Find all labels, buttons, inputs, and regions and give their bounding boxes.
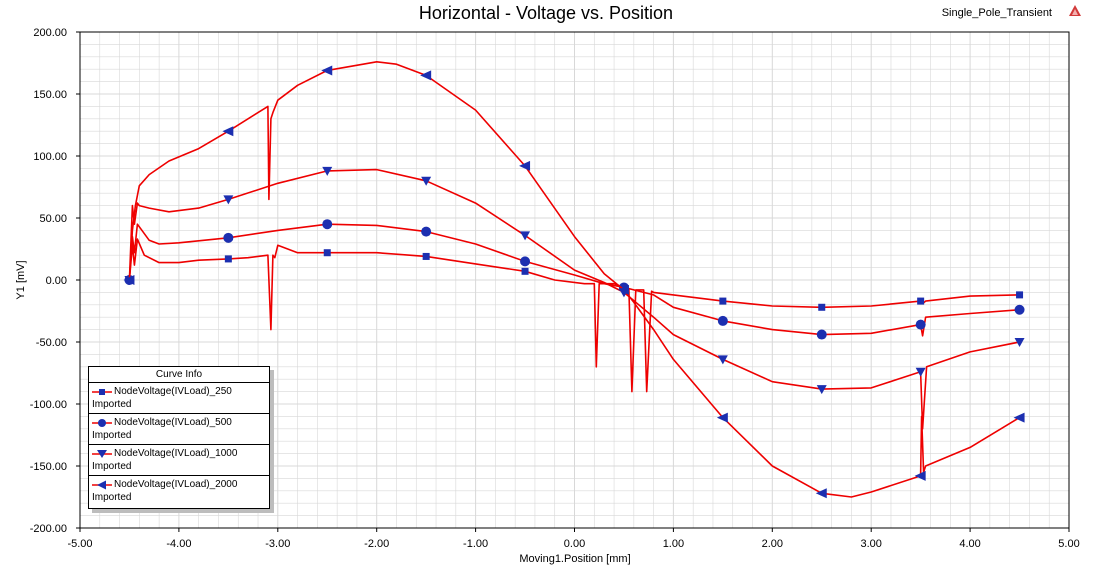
x-tick-label: -1.00 bbox=[463, 538, 488, 550]
x-tick-label: 1.00 bbox=[663, 538, 684, 550]
y-tick-label: -200.00 bbox=[30, 523, 67, 535]
data-point-triangle-left bbox=[815, 488, 827, 499]
legend-marker-triangle-down bbox=[92, 450, 112, 458]
y-axis-label: Y1 [mV] bbox=[15, 260, 27, 299]
legend-entry[interactable]: NodeVoltage(IVLoad)_2000 Imported bbox=[89, 476, 269, 506]
data-point-triangle-left bbox=[914, 470, 926, 481]
data-point-circle bbox=[717, 315, 728, 326]
y-tick-label: 50.00 bbox=[39, 213, 67, 225]
legend-entry-name: NodeVoltage(IVLoad)_1000 bbox=[114, 448, 238, 459]
y-tick-label: 0.00 bbox=[46, 275, 67, 287]
legend-entry-name: NodeVoltage(IVLoad)_500 bbox=[114, 417, 232, 428]
data-point-circle bbox=[915, 319, 926, 330]
y-tick-label: -100.00 bbox=[30, 399, 67, 411]
x-tick-label: -3.00 bbox=[265, 538, 290, 550]
data-point-triangle-left bbox=[222, 126, 234, 137]
x-axis-label: Moving1.Position [mm] bbox=[519, 553, 630, 565]
x-tick-label: 0.00 bbox=[564, 538, 585, 550]
legend-entry[interactable]: NodeVoltage(IVLoad)_1000 Imported bbox=[89, 445, 269, 476]
design-name-label: Single_Pole_Transient bbox=[942, 7, 1052, 19]
data-point-circle bbox=[520, 256, 531, 267]
data-point-square bbox=[323, 249, 331, 257]
x-tick-label: -2.00 bbox=[364, 538, 389, 550]
data-point-circle bbox=[816, 329, 827, 340]
x-tick-label: -4.00 bbox=[166, 538, 191, 550]
x-tick-label: 3.00 bbox=[860, 538, 881, 550]
series-line bbox=[128, 238, 1020, 393]
data-point-square bbox=[917, 297, 925, 305]
y-tick-label: -150.00 bbox=[30, 461, 67, 473]
data-point-triangle-down bbox=[322, 166, 333, 176]
legend-entry-name: NodeVoltage(IVLoad)_250 bbox=[114, 386, 232, 397]
x-tick-label: 4.00 bbox=[959, 538, 980, 550]
ansys-logo-icon[interactable] bbox=[1069, 5, 1081, 16]
data-point-square bbox=[1016, 291, 1024, 299]
y-tick-label: 200.00 bbox=[33, 27, 67, 39]
data-point-triangle-down bbox=[816, 385, 827, 395]
y-tick-label: -50.00 bbox=[36, 337, 67, 349]
data-point-triangle-left bbox=[420, 70, 432, 81]
data-point-square bbox=[521, 267, 529, 275]
x-tick-label: 5.00 bbox=[1058, 538, 1079, 550]
legend-entry-source: Imported bbox=[92, 399, 132, 410]
data-point-triangle-left bbox=[321, 65, 333, 76]
data-point-triangle-down bbox=[915, 367, 926, 377]
y-tick-label: 100.00 bbox=[33, 151, 67, 163]
legend-entry-source: Imported bbox=[92, 430, 132, 441]
series-line bbox=[128, 223, 1020, 337]
chart-title: Horizontal - Voltage vs. Position bbox=[419, 3, 673, 23]
legend-marker-circle bbox=[92, 419, 112, 427]
legend-marker-triangle-left bbox=[92, 480, 112, 490]
data-point-triangle-left bbox=[716, 412, 728, 423]
legend-entry-source: Imported bbox=[92, 461, 132, 472]
data-point-square bbox=[422, 252, 430, 260]
x-tick-label: 2.00 bbox=[762, 538, 783, 550]
legend-entry[interactable]: NodeVoltage(IVLoad)_250 Imported bbox=[89, 383, 269, 414]
data-point-square bbox=[818, 303, 826, 311]
data-point-circle bbox=[1014, 304, 1025, 315]
data-point-triangle-left bbox=[123, 275, 135, 285]
data-point-triangle-down bbox=[520, 231, 531, 241]
legend-marker-square bbox=[92, 389, 112, 395]
data-point-triangle-down bbox=[717, 355, 728, 365]
data-point-triangle-left bbox=[1013, 412, 1025, 423]
axes: -5.00 -4.00 -3.00 -2.00 -1.00 0.00 1.00 2.00 3.0… bbox=[30, 27, 1080, 550]
legend-entry-source: Imported bbox=[92, 492, 132, 503]
data-point-triangle-down bbox=[223, 195, 234, 205]
data-point-circle bbox=[322, 219, 333, 230]
data-point-circle bbox=[421, 226, 432, 237]
data-point-triangle-left bbox=[617, 284, 629, 295]
data-point-square bbox=[719, 297, 727, 305]
data-point-triangle-left bbox=[519, 160, 531, 171]
series-layer bbox=[123, 61, 1025, 499]
legend[interactable]: Curve Info NodeVoltage(IVLoad)_250 Impor… bbox=[88, 366, 270, 509]
x-tick-label: -5.00 bbox=[67, 538, 92, 550]
series-triangle-left bbox=[123, 61, 1025, 499]
legend-entry-name: NodeVoltage(IVLoad)_2000 bbox=[114, 479, 238, 490]
data-point-triangle-down bbox=[421, 176, 432, 186]
legend-title: Curve Info bbox=[89, 367, 269, 383]
series-line bbox=[128, 61, 1020, 498]
data-point-square bbox=[224, 255, 232, 263]
y-tick-label: 150.00 bbox=[33, 89, 67, 101]
data-point-circle bbox=[223, 232, 234, 243]
data-point-triangle-down bbox=[1014, 338, 1025, 347]
legend-entry[interactable]: NodeVoltage(IVLoad)_500 Imported bbox=[89, 414, 269, 445]
